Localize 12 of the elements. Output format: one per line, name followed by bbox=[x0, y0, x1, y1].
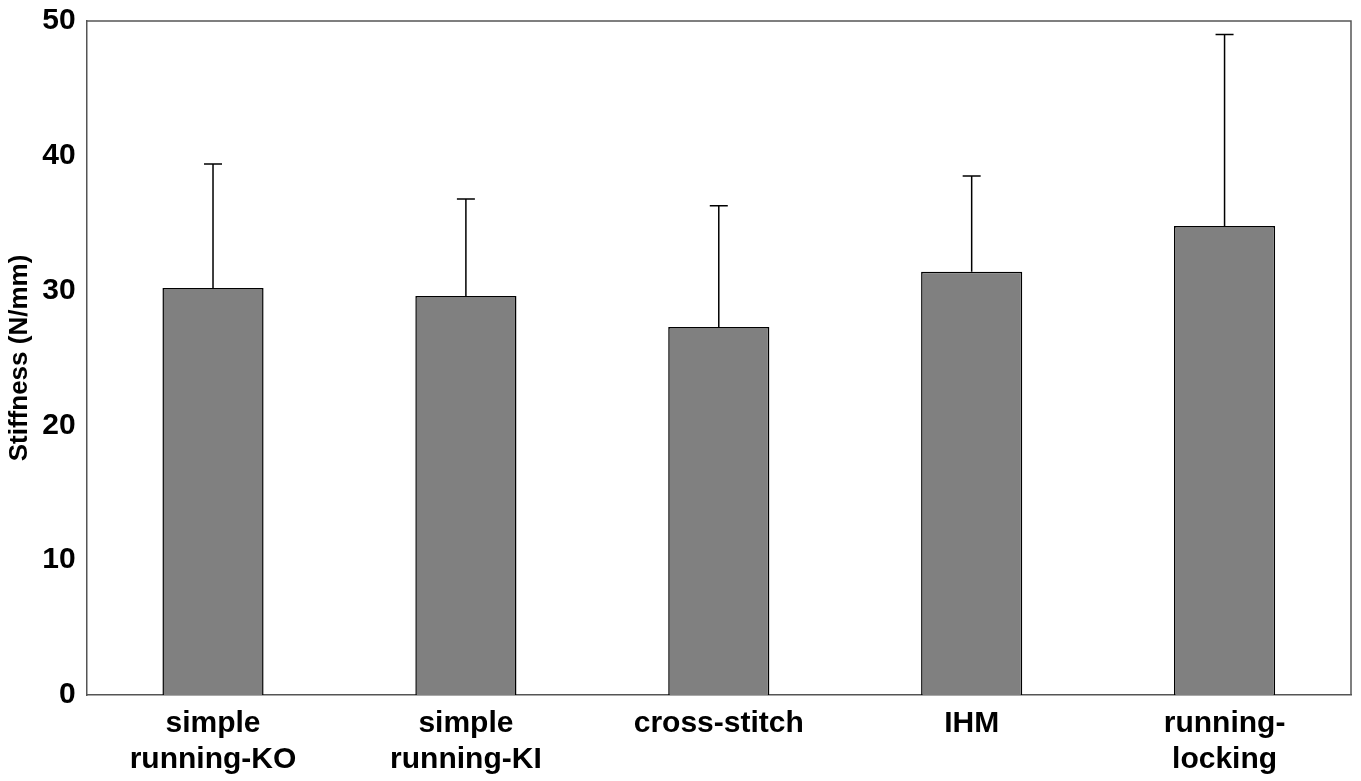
y-tick-label: 20 bbox=[42, 406, 76, 440]
y-axis-title: Stiffness (N/mm) bbox=[2, 254, 33, 462]
x-tick-label: IHM bbox=[944, 705, 1000, 739]
x-tick-label: simple running-KI bbox=[390, 705, 542, 775]
y-tick-label: 10 bbox=[42, 541, 76, 575]
x-tick-label: cross-stitch bbox=[633, 705, 804, 739]
y-tick-label: 0 bbox=[58, 676, 76, 710]
y-tick-label: 50 bbox=[42, 2, 76, 36]
x-tick-label: simple running-KO bbox=[129, 705, 297, 775]
x-tick-label: running-locking bbox=[1163, 705, 1286, 775]
y-tick-label: 40 bbox=[42, 137, 76, 171]
y-tick-label: 30 bbox=[42, 271, 76, 305]
